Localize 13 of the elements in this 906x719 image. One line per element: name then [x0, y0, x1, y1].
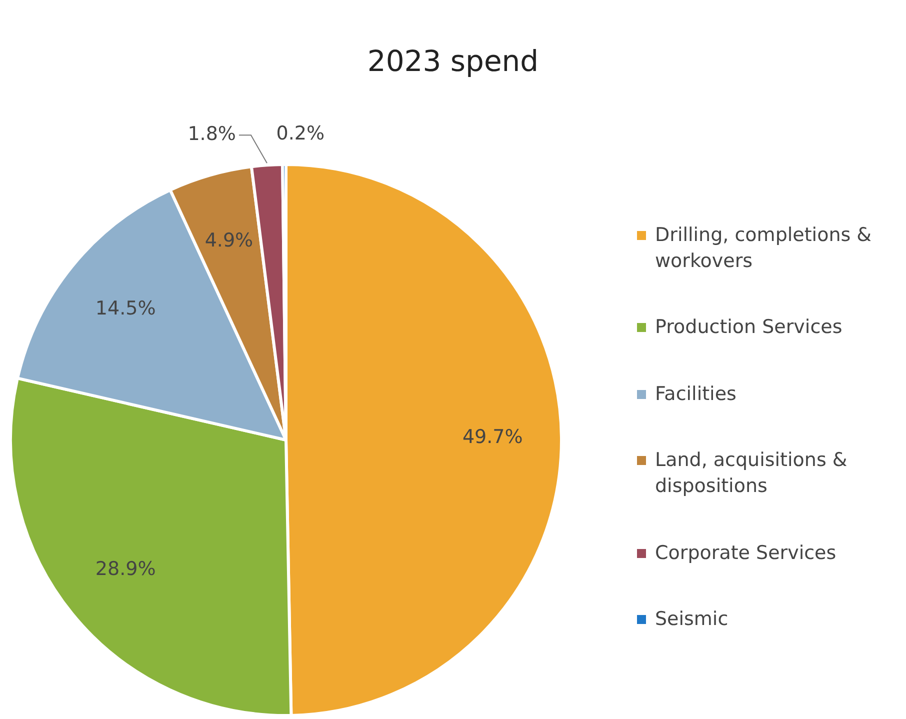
data-label: 49.7% — [462, 426, 523, 448]
chart-title: 2023 spend — [366, 44, 540, 78]
data-label: 1.8% — [188, 123, 236, 146]
legend-label: Drilling, completions & workovers — [655, 223, 872, 274]
data-label: 4.9% — [204, 229, 254, 252]
legend-label: Seismic — [655, 606, 728, 632]
legend-label: Production Services — [655, 315, 842, 340]
data-label: 0.2% — [276, 122, 325, 144]
legend-label: Facilities — [655, 382, 736, 407]
legend-label: Corporate Services — [655, 540, 836, 566]
data-label: 28.9% — [95, 558, 156, 580]
legend-label: Land, acquisitions & dispositions — [655, 448, 848, 500]
data-label: 14.5% — [95, 298, 156, 320]
